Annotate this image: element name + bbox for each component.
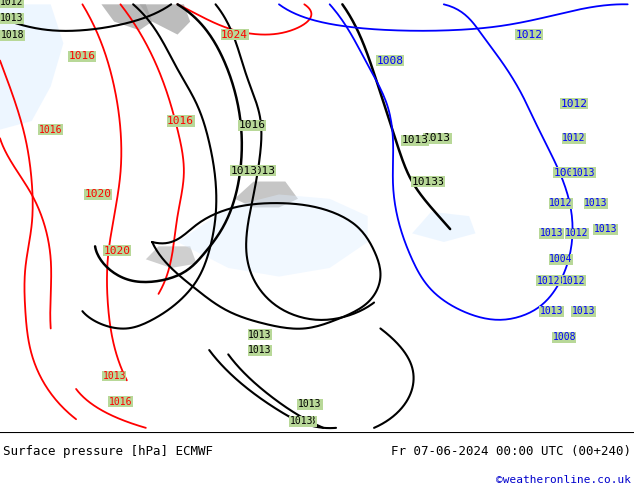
Text: 1013: 1013 xyxy=(584,198,608,208)
Text: 1013: 1013 xyxy=(249,166,275,176)
Text: 1013: 1013 xyxy=(540,306,564,316)
Text: 1016: 1016 xyxy=(69,51,96,61)
Text: 1008: 1008 xyxy=(377,55,403,66)
Text: 1008: 1008 xyxy=(554,168,581,178)
Text: 1013: 1013 xyxy=(0,13,23,23)
Polygon shape xyxy=(0,4,63,130)
Text: 1013: 1013 xyxy=(289,416,313,426)
Polygon shape xyxy=(101,4,152,30)
Text: 1016: 1016 xyxy=(39,124,63,135)
Text: Fr 07-06-2024 00:00 UTC (00+240): Fr 07-06-2024 00:00 UTC (00+240) xyxy=(391,445,631,458)
Text: 1013: 1013 xyxy=(231,166,257,176)
Text: 1013: 1013 xyxy=(248,345,272,355)
Text: 1012: 1012 xyxy=(536,276,560,286)
Text: 1020: 1020 xyxy=(85,190,112,199)
Text: 1012: 1012 xyxy=(565,228,589,238)
Text: ©weatheronline.co.uk: ©weatheronline.co.uk xyxy=(496,475,631,486)
Text: 1024: 1024 xyxy=(221,29,248,40)
Text: 1013: 1013 xyxy=(102,371,126,381)
Text: 1013: 1013 xyxy=(297,399,321,409)
Text: 1013: 1013 xyxy=(418,176,444,187)
Text: 1016: 1016 xyxy=(239,121,266,130)
Text: 1013: 1013 xyxy=(571,168,595,178)
Text: 1020: 1020 xyxy=(104,245,131,256)
Text: 1018: 1018 xyxy=(1,30,25,41)
Text: 1013: 1013 xyxy=(571,306,595,316)
Text: 1008: 1008 xyxy=(554,276,581,286)
Text: 1012: 1012 xyxy=(516,29,543,40)
Text: 1013: 1013 xyxy=(292,416,316,426)
Text: 1012: 1012 xyxy=(562,276,586,286)
Text: 1013: 1013 xyxy=(540,228,564,238)
Text: 1013: 1013 xyxy=(402,135,429,146)
Text: 1012: 1012 xyxy=(560,98,587,109)
Text: 1013: 1013 xyxy=(299,399,323,409)
Text: 1012: 1012 xyxy=(562,133,586,143)
Text: 1013: 1013 xyxy=(248,330,272,340)
Text: 1012: 1012 xyxy=(549,198,573,208)
Polygon shape xyxy=(412,212,476,242)
Text: 1008: 1008 xyxy=(552,332,576,342)
Text: 1016: 1016 xyxy=(167,116,194,126)
Polygon shape xyxy=(235,181,298,207)
Polygon shape xyxy=(146,246,197,268)
Text: 1016: 1016 xyxy=(108,397,133,407)
Text: 1013: 1013 xyxy=(411,176,438,187)
Text: 1004: 1004 xyxy=(549,254,573,264)
Polygon shape xyxy=(178,195,368,276)
Text: Surface pressure [hPa] ECMWF: Surface pressure [hPa] ECMWF xyxy=(3,445,213,458)
Polygon shape xyxy=(139,4,190,35)
Text: 1013: 1013 xyxy=(424,133,451,143)
Text: 1012: 1012 xyxy=(0,0,23,7)
Text: 1013: 1013 xyxy=(593,224,618,234)
